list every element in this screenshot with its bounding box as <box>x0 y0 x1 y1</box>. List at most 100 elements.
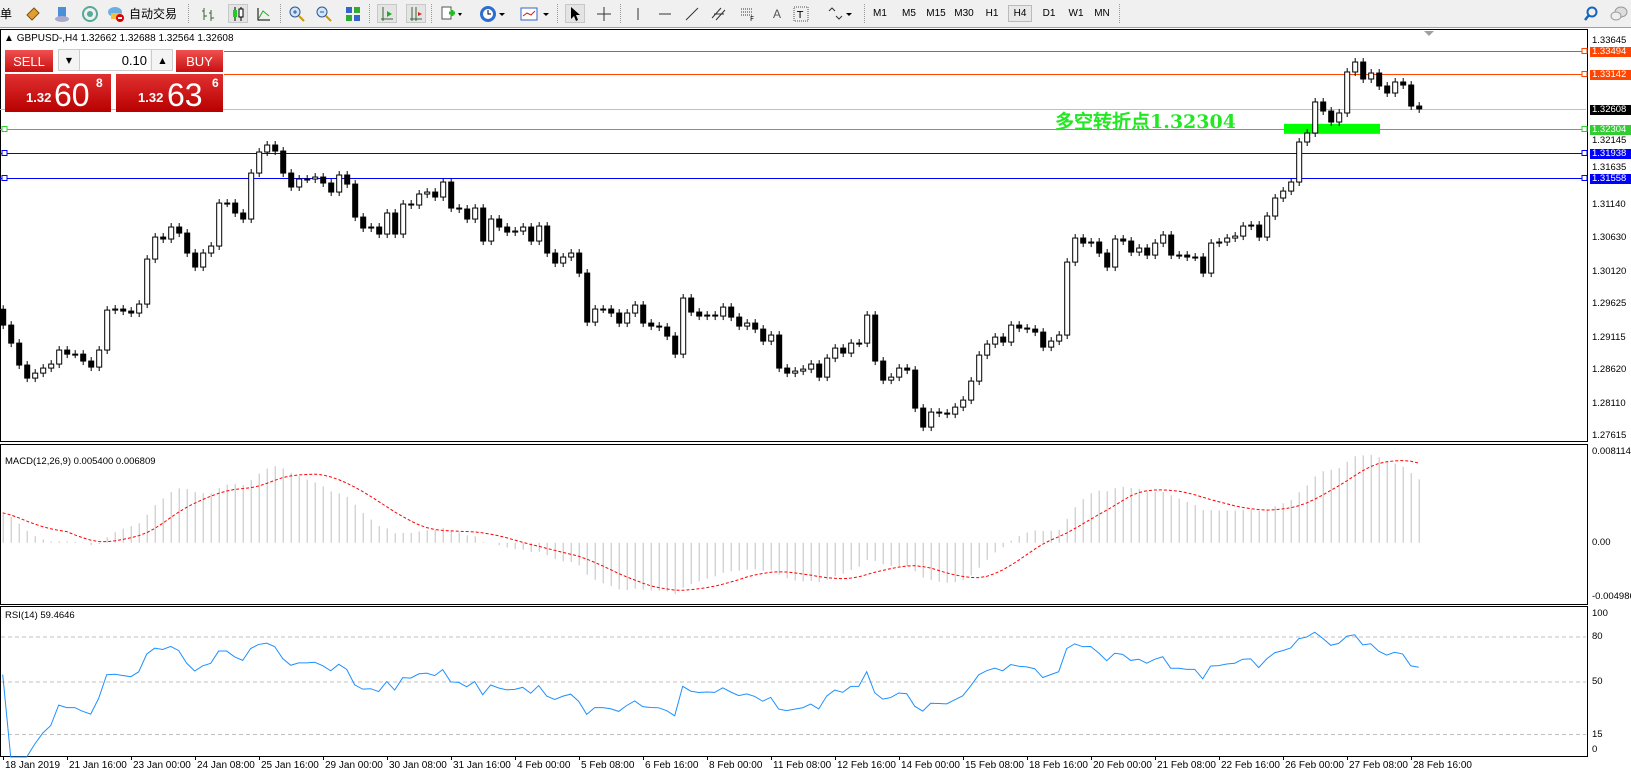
timeframe-h4[interactable]: H4 <box>1008 5 1032 22</box>
candle-bull <box>256 151 263 174</box>
text-label-icon[interactable]: T <box>792 4 810 23</box>
timeframe-m1[interactable]: M1 <box>873 8 887 19</box>
candle-bull <box>144 258 151 305</box>
sell-price-box[interactable]: 1.32 60 8 <box>5 74 111 112</box>
timeframe-h1[interactable]: H1 <box>985 8 999 19</box>
candle-bear <box>712 314 719 317</box>
line-handle[interactable] <box>1581 48 1588 54</box>
tile-windows-icon[interactable] <box>344 4 362 23</box>
candle-bear <box>552 252 559 264</box>
main-chart-panel[interactable] <box>0 29 1588 442</box>
macd-panel[interactable] <box>0 444 1588 605</box>
candle-bull <box>72 353 79 356</box>
line-handle[interactable] <box>1 126 8 132</box>
new-order-icon[interactable] <box>24 4 42 23</box>
timeframe-mn[interactable]: MN <box>1094 8 1110 19</box>
horizontal-line-icon[interactable] <box>656 4 674 23</box>
timeframe-d1[interactable]: D1 <box>1042 8 1056 19</box>
timeframe-w1[interactable]: W1 <box>1068 8 1084 19</box>
line-handle[interactable] <box>1581 71 1588 77</box>
pivot-zone-bar[interactable] <box>1284 123 1380 134</box>
fibonacci-icon[interactable]: F <box>739 4 757 23</box>
one-click-trading-panel: SELL ▼ ▲ BUY 1.32 60 8 1.32 63 6 <box>4 48 224 114</box>
signals-icon[interactable] <box>81 4 99 23</box>
trendline-icon[interactable] <box>684 4 700 23</box>
collapse-arrow-icon[interactable]: ▲ <box>4 33 17 44</box>
svg-text:F: F <box>750 15 754 22</box>
candle-bull <box>792 370 799 374</box>
chart-shift-marker[interactable] <box>1424 31 1434 36</box>
sell-button[interactable]: SELL <box>5 50 53 72</box>
text-icon[interactable]: A <box>772 6 781 21</box>
candle-bear <box>880 360 887 381</box>
zoom-out-icon[interactable] <box>315 4 333 23</box>
rsi-panel[interactable] <box>0 606 1588 757</box>
chat-icon[interactable] <box>1609 4 1629 23</box>
market-watch-icon[interactable] <box>53 4 71 23</box>
line-handle[interactable] <box>1 175 8 181</box>
candle-bear <box>1320 101 1327 112</box>
menu-fragment[interactable]: 单 <box>0 7 13 21</box>
volume-decrease-button[interactable]: ▼ <box>59 50 80 70</box>
candle-bull <box>1336 112 1343 123</box>
zoom-in-icon[interactable] <box>288 4 306 23</box>
candle-bear <box>1040 331 1047 348</box>
chart-shift-icon[interactable] <box>377 4 397 23</box>
rsi-axis-label: 80 <box>1592 631 1603 642</box>
auto-trading-button[interactable]: 自动交易 <box>128 7 177 21</box>
volume-input[interactable] <box>80 50 150 70</box>
line-chart-icon[interactable] <box>255 4 273 23</box>
line-handle[interactable] <box>1581 150 1588 156</box>
arrows-icon[interactable] <box>825 4 855 23</box>
volume-increase-button[interactable]: ▲ <box>151 50 173 70</box>
indicators-icon[interactable] <box>440 4 464 23</box>
time-tick <box>1347 756 1348 760</box>
candle-bull <box>768 334 775 342</box>
time-label: 5 Feb 08:00 <box>581 760 635 771</box>
line-handle[interactable] <box>1581 126 1588 132</box>
candle-bear <box>496 218 503 228</box>
equidistant-channel-icon[interactable] <box>710 4 728 23</box>
candle-bull <box>1392 81 1399 94</box>
macd-axis-label: 0.008114 <box>1592 446 1631 457</box>
cursor-icon[interactable] <box>565 4 585 23</box>
time-tick <box>643 756 644 760</box>
bar-chart-icon[interactable] <box>199 4 217 23</box>
pivot-annotation-text[interactable]: 多空转折点1.32304 <box>1055 111 1236 133</box>
autoscroll-icon[interactable] <box>406 4 426 23</box>
timeframe-m30[interactable]: M30 <box>954 8 974 19</box>
crosshair-icon[interactable] <box>595 4 613 23</box>
candle-bear <box>1024 327 1031 330</box>
candle-bull <box>800 368 807 372</box>
time-label: 31 Jan 16:00 <box>453 760 511 771</box>
candle-bear <box>920 407 927 428</box>
candle-bear <box>16 342 23 366</box>
auto-trading-icon[interactable] <box>106 4 126 23</box>
time-tick <box>1027 756 1028 760</box>
vertical-line-icon[interactable] <box>630 4 646 23</box>
line-handle[interactable] <box>1 150 8 156</box>
candle-bull <box>848 342 855 354</box>
candle-bear <box>784 367 791 374</box>
chart-canvas[interactable] <box>0 0 1588 774</box>
separator <box>864 4 865 23</box>
candle-bull <box>1352 61 1359 73</box>
time-tick <box>515 756 516 760</box>
separator <box>188 4 189 23</box>
candle-bull <box>56 349 63 365</box>
candle-bear <box>1360 61 1367 80</box>
candle-bear <box>1080 237 1087 244</box>
candle-bull <box>824 357 831 378</box>
buy-button[interactable]: BUY <box>176 50 223 72</box>
periods-icon[interactable] <box>477 4 509 23</box>
templates-icon[interactable] <box>518 4 552 23</box>
candle-bull <box>1216 241 1223 244</box>
buy-price-fraction: 6 <box>212 76 219 90</box>
timeframe-m5[interactable]: M5 <box>902 8 916 19</box>
candlestick-icon[interactable] <box>228 4 248 23</box>
timeframe-m15[interactable]: M15 <box>926 8 946 19</box>
line-handle[interactable] <box>1581 175 1588 181</box>
search-icon[interactable] <box>1582 4 1600 23</box>
buy-price-box[interactable]: 1.32 63 6 <box>116 74 223 112</box>
price-tick-label: 1.29115 <box>1592 332 1626 343</box>
